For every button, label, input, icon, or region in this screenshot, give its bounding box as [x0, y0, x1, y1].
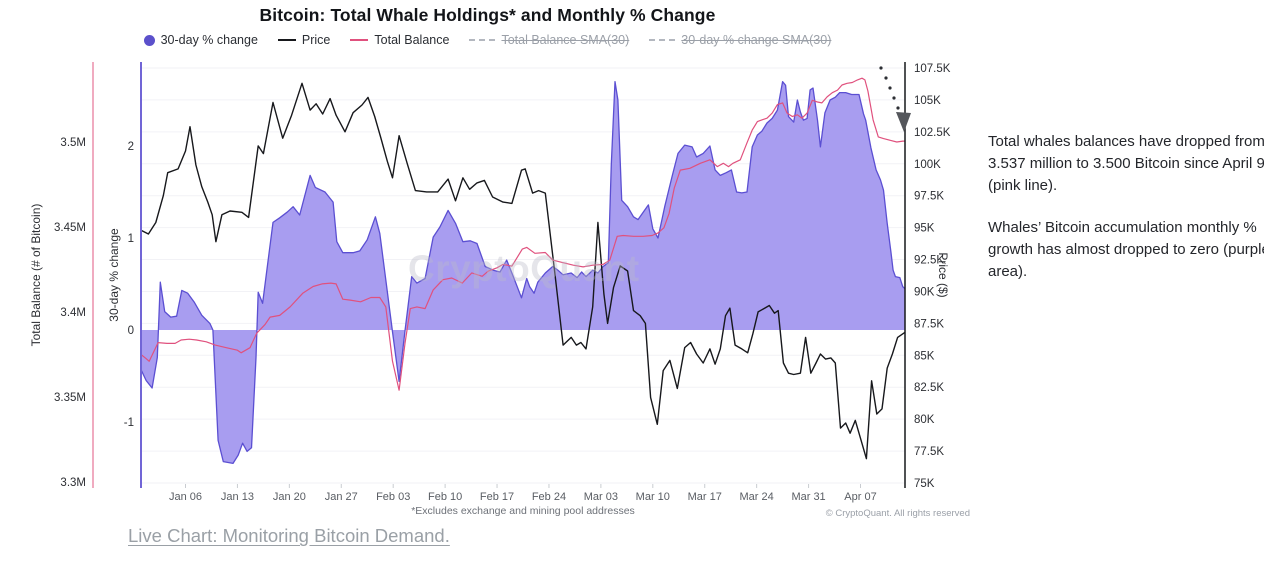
- axis-tick-label: Jan 20: [273, 491, 306, 503]
- total-balance-line: [140, 77, 905, 391]
- chart-footnote: *Excludes exchange and mining pool addre…: [411, 505, 635, 517]
- axis-tick-label: 102.5K: [914, 127, 951, 139]
- axis-tick-label: Mar 03: [584, 491, 618, 503]
- axis-tick-label: Mar 10: [636, 491, 670, 503]
- legend-label: 30-day % change: [160, 33, 258, 47]
- axis-tick-label: Feb 10: [428, 491, 462, 503]
- axis-tick-label: Mar 31: [791, 491, 825, 503]
- legend-label: Price: [301, 33, 331, 47]
- legend-item-30-day-pct-change-sma[interactable]: 30-day % change SMA(30): [649, 33, 831, 47]
- price-axis-labels: 107.5K 105K 102.5K 100K 97.5K 95K 92.5K 90K 87.5…: [914, 63, 951, 490]
- axis-tick-label: 97.5K: [914, 191, 944, 203]
- legend-item-price[interactable]: Price: [277, 33, 331, 47]
- price-line: [140, 82, 906, 460]
- legend-label: Total Balance SMA(30): [501, 33, 630, 47]
- axis-tick-label: 82.5K: [914, 382, 944, 394]
- axis-tick-label: 2: [128, 141, 134, 153]
- axis-tick-label: 85K: [914, 350, 935, 362]
- axis-tick-label: 92.5K: [914, 255, 944, 267]
- copyright-text: © CryptoQuant. All rights reserved: [825, 508, 970, 519]
- axis-tick-label: Jan 13: [221, 491, 254, 503]
- pct-axis-title: 30-day % change: [107, 228, 121, 322]
- axis-tick-label: 3.5M: [60, 137, 86, 149]
- axis-tick-label: 90K: [914, 286, 935, 298]
- axis-tick-label: 107.5K: [914, 63, 951, 75]
- axis-tick-label: 87.5K: [914, 318, 944, 330]
- axis-tick-label: 105K: [914, 95, 941, 107]
- analysis-paragraph-1: Total whales balances have dropped from …: [988, 133, 1264, 194]
- purple-dot-icon: [143, 34, 155, 46]
- chart-legend: 30-day % change Price Total Balance Tota…: [0, 33, 975, 47]
- price-axis-title: Price ($): [936, 252, 950, 297]
- analysis-note: Total whales balances have dropped from …: [988, 131, 1264, 283]
- legend-label: Total Balance: [374, 33, 450, 47]
- axis-tick-label: Jan 27: [325, 491, 358, 503]
- chart-title: Bitcoin: Total Whale Holdings* and Month…: [259, 5, 716, 25]
- black-line-icon: [277, 39, 296, 41]
- axis-tick-label: Mar 17: [688, 491, 722, 503]
- x-axis-labels: Jan 06 Jan 13 Jan 20 Jan 27 Feb 03 Feb 10 Feb …: [169, 484, 877, 503]
- axis-tick-label: 100K: [914, 159, 941, 171]
- axis-tick-label: -1: [124, 417, 134, 429]
- gridlines: [141, 67, 905, 484]
- axis-tick-label: 95K: [914, 223, 935, 235]
- axis-tick-label: 75K: [914, 478, 935, 490]
- axis-tick-label: Apr 07: [844, 491, 876, 503]
- axis-tick-label: 80K: [914, 414, 935, 426]
- pink-line-icon: [350, 39, 369, 41]
- pct-change-area-edge: [140, 80, 906, 465]
- analysis-paragraph-2: Whales’ Bitcoin accumulation monthly % g…: [988, 219, 1264, 280]
- balance-axis-title: Total Balance (# of Bitcoin): [29, 204, 43, 347]
- axis-tick-label: Feb 03: [376, 491, 410, 503]
- gray-dashed-line-icon: [469, 39, 496, 41]
- down-arrow-annotation: [879, 66, 911, 132]
- legend-label: 30-day % change SMA(30): [681, 33, 832, 47]
- axis-tick-label: 3.4M: [60, 307, 86, 319]
- axis-tick-label: 3.3M: [60, 477, 86, 489]
- axis-tick-label: 77.5K: [914, 446, 944, 458]
- axis-tick-label: Mar 24: [740, 491, 774, 503]
- axis-tick-label: Feb 24: [532, 491, 566, 503]
- axis-tick-label: Jan 06: [169, 491, 202, 503]
- legend-item-total-balance-sma[interactable]: Total Balance SMA(30): [469, 33, 629, 47]
- legend-item-30-day-pct-change[interactable]: 30-day % change: [143, 33, 258, 47]
- live-chart-link[interactable]: Live Chart: Monitoring Bitcoin Demand.: [128, 525, 450, 546]
- gray-dashed-line-icon: [649, 39, 676, 41]
- chart-canvas: 3.5M 3.45M 3.4M 3.35M 3.3M 2 1 0 -1 107.5K 105K 102…: [29, 62, 951, 503]
- pct-axis-labels: 2 1 0 -1: [124, 141, 134, 429]
- balance-axis-labels: 3.5M 3.45M 3.4M 3.35M 3.3M: [54, 137, 86, 489]
- arrowhead-icon: [896, 112, 911, 132]
- axis-tick-label: 3.35M: [54, 392, 86, 404]
- axis-tick-label: 1: [128, 233, 134, 245]
- pct-change-area: [141, 81, 905, 464]
- axis-tick-label: 3.45M: [54, 222, 86, 234]
- axis-tick-label: Feb 17: [480, 491, 514, 503]
- legend-item-total-balance[interactable]: Total Balance: [350, 33, 449, 47]
- axis-tick-label: 0: [128, 325, 134, 337]
